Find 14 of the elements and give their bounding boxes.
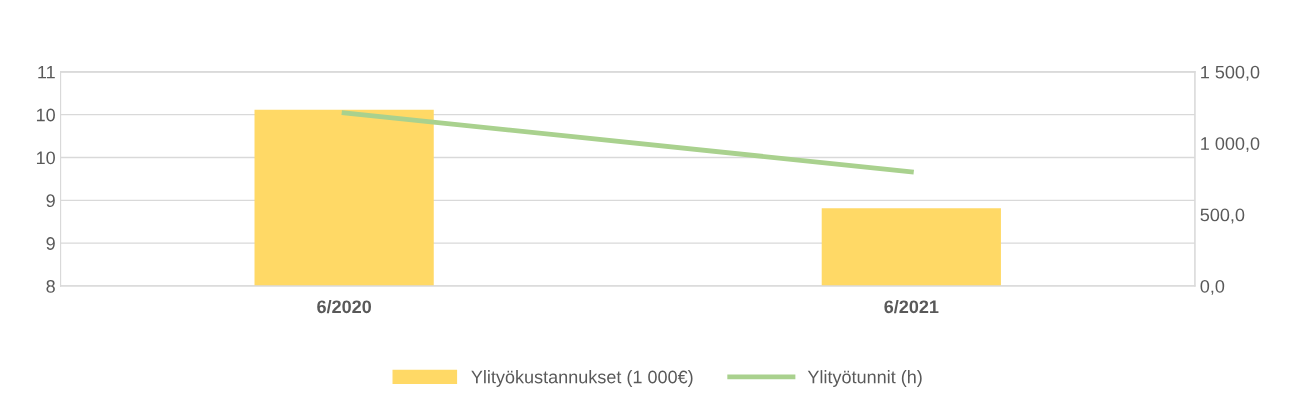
y-tick-label: 9 (46, 237, 55, 250)
y-tick-label: 11 (38, 65, 55, 79)
y-tick-label: 10 (36, 151, 55, 165)
y2-tick-label: 0,0 (1200, 279, 1225, 295)
y-tick-label: 10 (36, 108, 55, 122)
legend-label: Ylityökustannukset (1 000€) (471, 370, 693, 387)
x-tick-label: 6/2021 (884, 299, 939, 314)
y-tick-label: 8 (46, 279, 55, 293)
y-tick-label: 9 (46, 194, 55, 208)
y2-tick-label: 500,0 (1200, 208, 1245, 224)
y2-tick-label: 1 500,0 (1201, 65, 1260, 81)
y2-tick-label: 1 000,0 (1201, 137, 1260, 153)
x-tick-label: 6/2020 (317, 299, 372, 314)
legend-label: Ylityötunnit (h) (807, 370, 922, 387)
